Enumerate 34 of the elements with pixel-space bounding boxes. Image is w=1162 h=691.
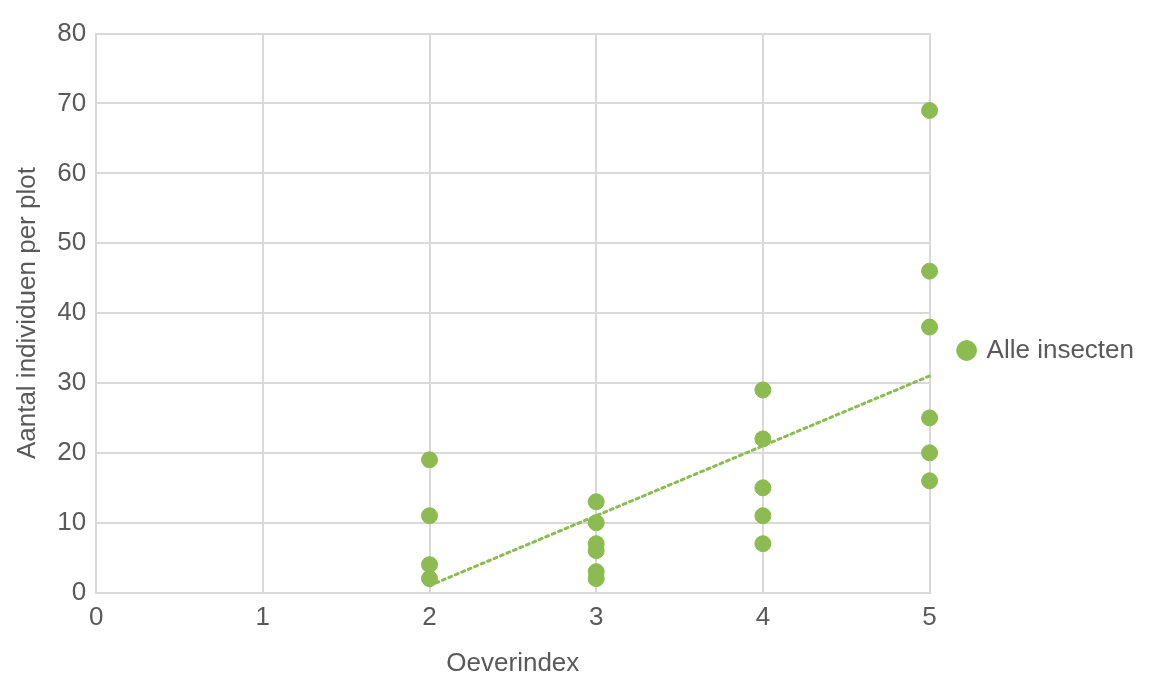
y-tick-label: 40 bbox=[57, 296, 87, 327]
point bbox=[587, 493, 605, 511]
y-tick-label: 50 bbox=[57, 226, 87, 257]
point bbox=[921, 262, 939, 280]
y-tick-label: 30 bbox=[57, 366, 87, 397]
point bbox=[421, 451, 439, 469]
x-tick-label: 4 bbox=[755, 601, 771, 632]
point bbox=[587, 514, 605, 532]
point bbox=[754, 381, 772, 399]
point bbox=[421, 507, 439, 525]
point bbox=[921, 318, 939, 336]
point bbox=[754, 479, 772, 497]
point bbox=[754, 535, 772, 553]
point bbox=[921, 101, 939, 119]
point bbox=[421, 556, 439, 574]
point bbox=[754, 507, 772, 525]
y-tick-label: 10 bbox=[57, 505, 87, 536]
legend-label: Alle insecten bbox=[986, 333, 1134, 364]
point bbox=[921, 409, 939, 427]
x-tick-label: 1 bbox=[255, 601, 271, 632]
y-tick-label: 80 bbox=[57, 16, 87, 47]
point bbox=[754, 430, 772, 448]
x-tick-label: 2 bbox=[422, 601, 437, 632]
point bbox=[921, 472, 939, 490]
x-tick-label: 5 bbox=[922, 601, 937, 632]
x-axis-title: Oeverindex bbox=[446, 646, 580, 677]
x-tick-label: 3 bbox=[588, 601, 604, 632]
point bbox=[421, 570, 439, 588]
y-tick-label: 20 bbox=[57, 436, 87, 467]
point bbox=[921, 444, 939, 462]
y-tick-label: 60 bbox=[57, 156, 87, 187]
y-tick-label: 0 bbox=[71, 575, 87, 606]
y-tick-label: 70 bbox=[57, 86, 87, 117]
y-axis-title: Aantal individuen per plot bbox=[10, 166, 41, 460]
